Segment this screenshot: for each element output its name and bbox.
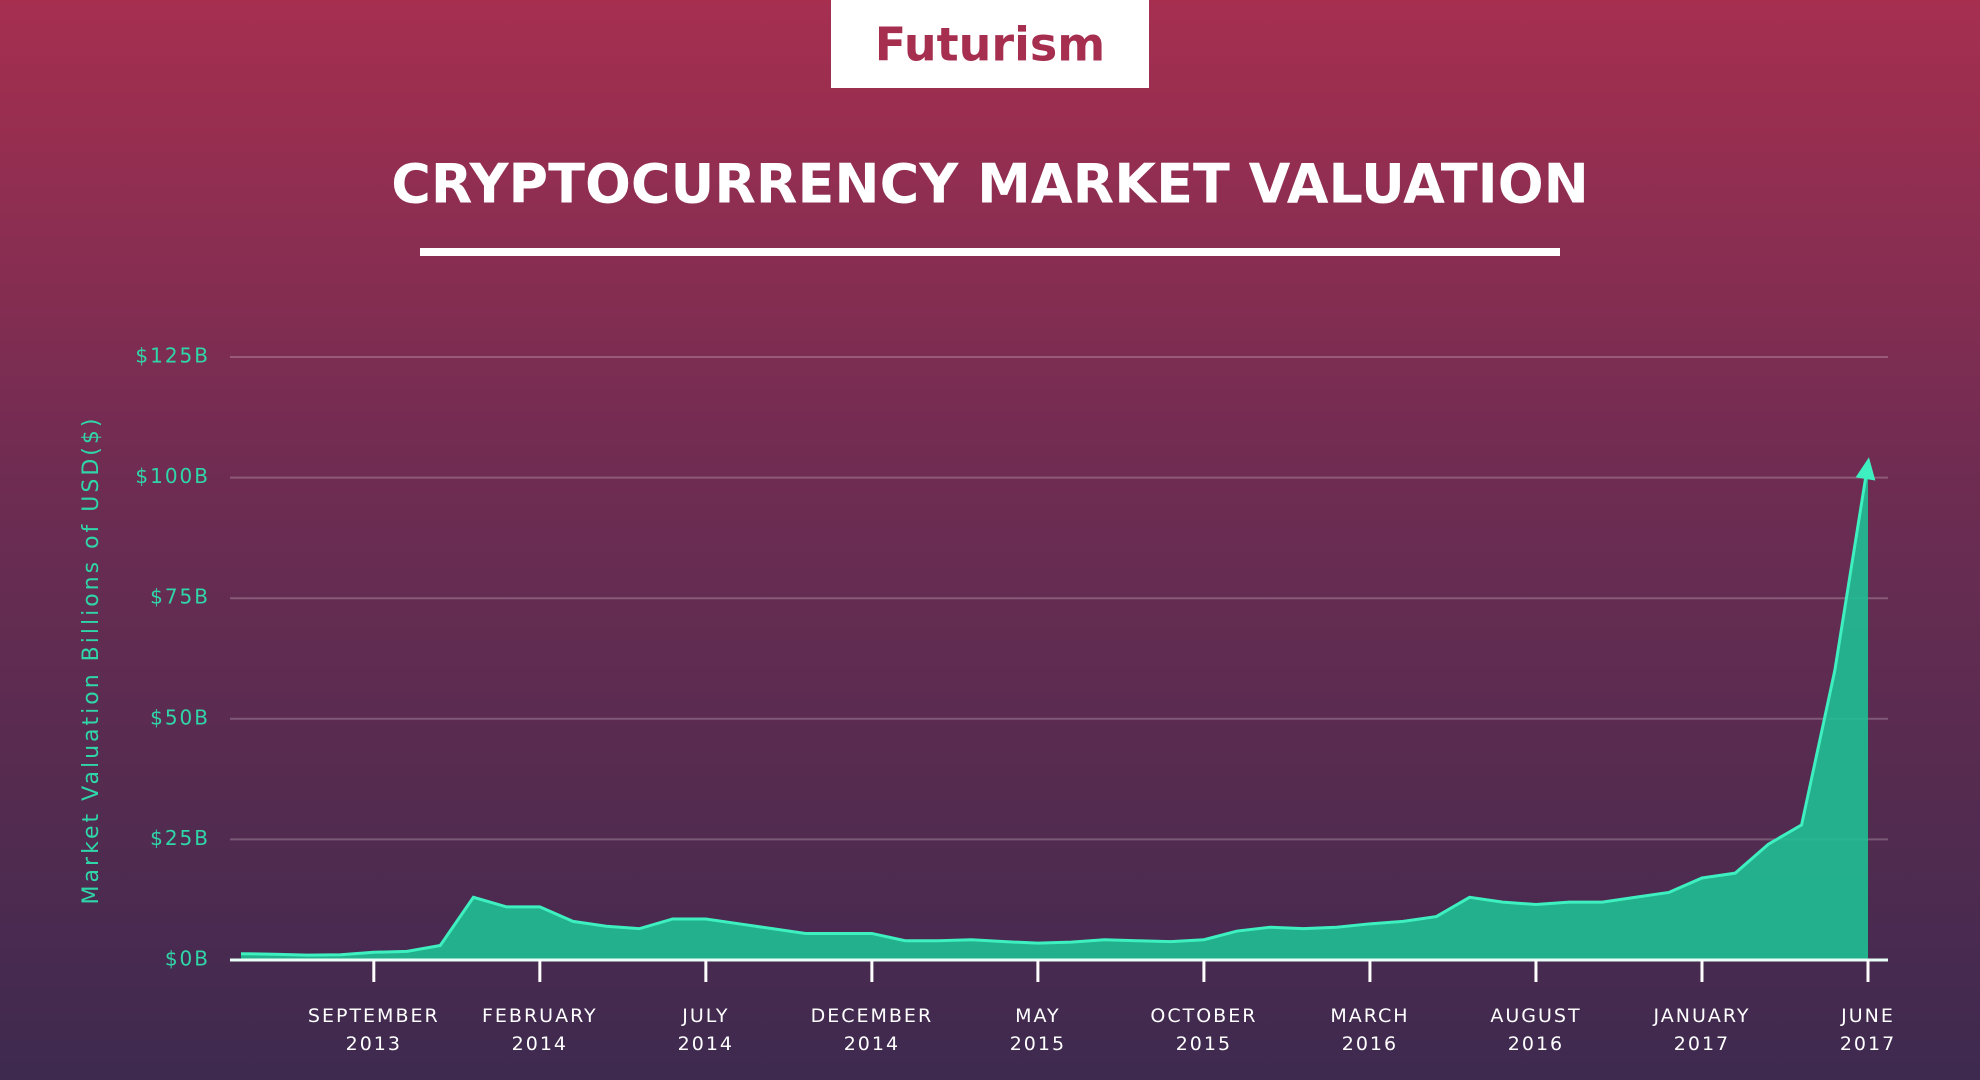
x-tick-label: MAY 2015	[1009, 1005, 1067, 1055]
x-tick-label: AUGUST 2016	[1490, 1005, 1582, 1055]
y-tick-label: $25B	[150, 826, 210, 850]
arrowhead	[1855, 457, 1876, 481]
x-tick-label: OCTOBER 2015	[1150, 1005, 1258, 1055]
x-tick-label: DECEMBER 2014	[810, 1005, 934, 1055]
y-tick-label: $125B	[135, 344, 210, 368]
x-tick-label: JANUARY 2017	[1653, 1005, 1751, 1055]
y-tick-label: $50B	[150, 705, 210, 729]
x-tick-label: SEPTEMBER 2013	[307, 1005, 440, 1055]
y-tick-label: $75B	[150, 585, 210, 609]
x-tick-label: FEBRUARY 2014	[481, 1005, 598, 1055]
y-tick-label: $0B	[165, 947, 210, 971]
y-tick-label: $100B	[135, 464, 210, 488]
logo: Futurism	[875, 18, 1105, 72]
x-tick-label: JUNE 2017	[1839, 1005, 1897, 1055]
logo-box	[831, 0, 1149, 88]
title-underline	[420, 248, 1560, 256]
x-tick-label: JULY 2014	[677, 1005, 735, 1055]
chart-title: CRYPTOCURRENCY MARKET VALUATION	[391, 153, 1589, 216]
area	[241, 463, 1868, 960]
y-axis-label: Market Valuation Billions of USD($)	[79, 416, 104, 905]
line	[240, 462, 1870, 957]
x-tick-label: MARCH 2016	[1330, 1005, 1410, 1055]
